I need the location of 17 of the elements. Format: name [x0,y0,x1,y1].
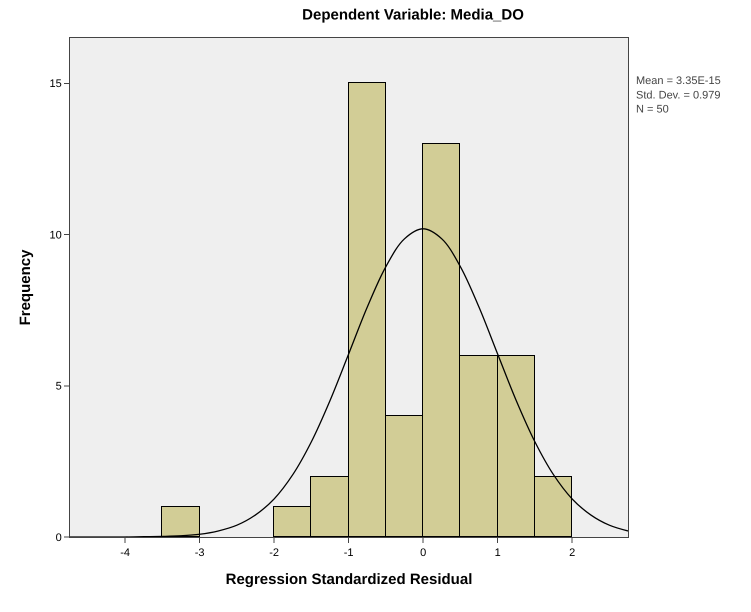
x-tick-label: -2 [269,547,280,560]
x-tick-label: -4 [120,547,130,560]
y-tick-label: 15 [50,78,62,90]
x-tick-label: 0 [420,547,426,560]
x-tick-label: 1 [494,547,501,560]
x-tick-label: 2 [569,547,576,560]
y-tick-label: 5 [56,380,62,393]
text: Std. Dev. = 0.979 [636,89,720,102]
text: Mean = 3.35E-15 [636,75,721,87]
y-tick-label: 10 [50,229,62,242]
x-tick-label: -3 [194,547,205,560]
x-axis-title: Regression Standardized Residual [226,571,472,588]
x-tick-label: -1 [344,547,354,560]
y-axis-title: Frequency [16,248,34,326]
text: N = 50 [636,104,669,116]
y-tick-label: 0 [56,532,62,544]
chart-title: Dependent Variable: Media_DO [302,6,524,24]
